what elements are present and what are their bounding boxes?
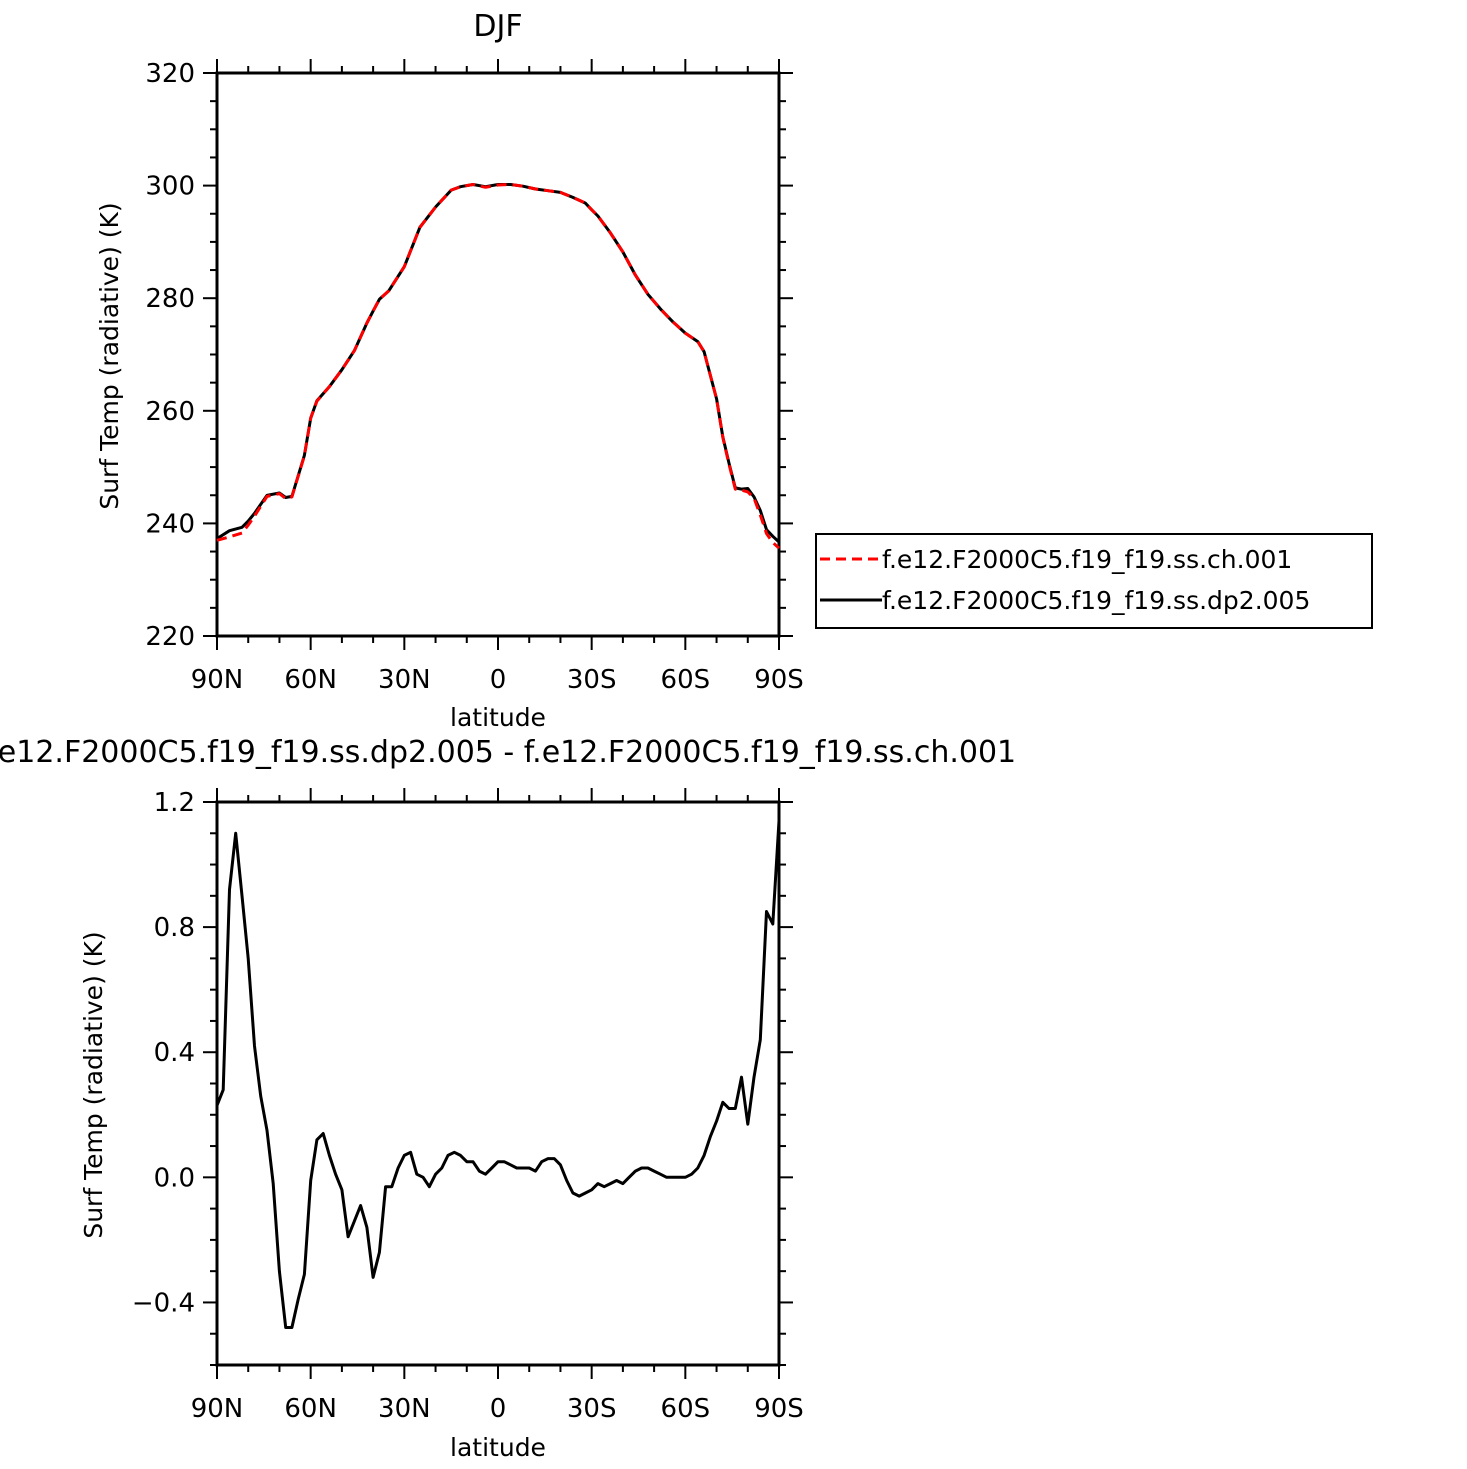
top-x-tick-label: 30N <box>378 665 431 695</box>
top-x-tick-label: 30S <box>567 665 617 695</box>
top-y-tick-label: 220 <box>145 622 195 652</box>
bottom-panel: f.e12.F2000C5.f19_f19.ss.dp2.005 - f.e12… <box>0 735 1016 1462</box>
top-x-axis-title: latitude <box>450 703 546 732</box>
top-series-line-0 <box>216 183 781 550</box>
legend-label-dp2005: f.e12.F2000C5.f19_f19.ss.dp2.005 <box>882 586 1310 615</box>
top-y-tick-label: 240 <box>145 509 195 539</box>
top-y-tick-label: 280 <box>145 284 195 314</box>
bottom-difference-line <box>215 820 781 1329</box>
bottom-y-tick-label: −0.4 <box>132 1288 195 1318</box>
top-y-tick-label: 260 <box>145 397 195 427</box>
bottom-y-tick-label: 0.8 <box>154 913 195 943</box>
top-y-axis-title: Surf Temp (radiative) (K) <box>95 202 124 509</box>
bottom-x-axis-title: latitude <box>450 1433 546 1462</box>
bottom-x-tick-label: 30N <box>378 1394 431 1424</box>
legend-label-ch001: f.e12.F2000C5.f19_f19.ss.ch.001 <box>882 545 1292 574</box>
top-x-tick-label: 90S <box>754 665 804 695</box>
top-plot-title: DJF <box>473 9 522 44</box>
bottom-x-tick-label: 0 <box>490 1394 507 1424</box>
bottom-y-tick-label: 1.2 <box>154 788 195 818</box>
bottom-x-tick-label: 30S <box>567 1394 617 1424</box>
top-series-line-1 <box>216 183 781 544</box>
top-x-tick-label: 60N <box>284 665 337 695</box>
top-panel: DJF Surf Temp (radiative) (K) latitude 9… <box>95 9 1373 732</box>
bottom-plot-frame <box>215 800 781 1367</box>
bottom-y-tick-label: 0.0 <box>154 1163 195 1193</box>
bottom-x-tick-label: 60N <box>284 1394 337 1424</box>
legend-box <box>815 533 1373 629</box>
top-x-tick-label: 60S <box>661 665 711 695</box>
top-y-tick-label: 320 <box>145 59 195 89</box>
bottom-x-tick-label: 60S <box>661 1394 711 1424</box>
legend: f.e12.F2000C5.f19_f19.ss.ch.001 f.e12.F2… <box>815 533 1373 629</box>
top-plot-frame <box>215 71 781 638</box>
top-y-tick-label: 300 <box>145 172 195 202</box>
bottom-x-tick-label: 90S <box>754 1394 804 1424</box>
top-x-tick-label: 0 <box>490 665 507 695</box>
bottom-x-tick-label: 90N <box>191 1394 244 1424</box>
bottom-plot-title: f.e12.F2000C5.f19_f19.ss.dp2.005 - f.e12… <box>0 735 1016 770</box>
bottom-y-tick-label: 0.4 <box>154 1038 195 1068</box>
top-x-tick-label: 90N <box>191 665 244 695</box>
bottom-y-axis-title: Surf Temp (radiative) (K) <box>79 931 108 1238</box>
